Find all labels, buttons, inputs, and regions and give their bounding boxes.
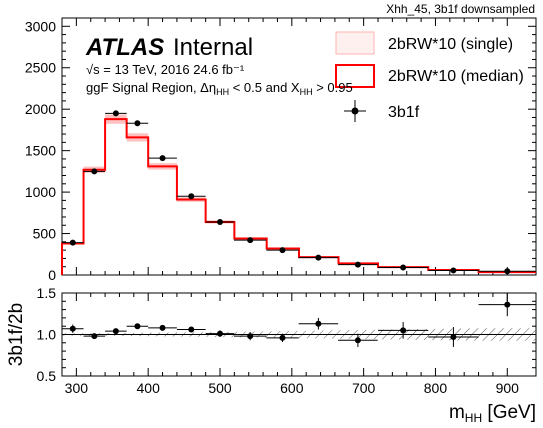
median-step-line [61, 118, 536, 275]
internal-label: Internal [173, 34, 253, 61]
data-point [69, 239, 76, 246]
y-tick-label: 0 [48, 267, 56, 283]
x-tick-label: 500 [208, 380, 232, 396]
ratio-point [279, 334, 286, 341]
x-tick-label: 600 [280, 380, 304, 396]
ratio-panel: 300 400 500 600 700 800 900 0.5 1.0 1.5 3b1f/2b mHH… [6, 285, 537, 425]
data-point [217, 218, 223, 225]
legend-label-data: 3b1f [388, 104, 420, 121]
data-point [504, 268, 511, 275]
ratio-point [112, 328, 119, 335]
y-tick-label: 500 [33, 226, 57, 242]
data-point [400, 264, 407, 271]
data-point [279, 247, 286, 254]
legend-swatch-single [335, 31, 375, 55]
x-axis-title: mHH [GeV] [449, 402, 536, 425]
ratio-point [354, 337, 361, 344]
ratio-point [450, 333, 457, 340]
y-tick-label: 1.0 [37, 327, 57, 343]
data-point [159, 155, 166, 162]
y-tick-label: 1000 [25, 184, 56, 200]
data-point [91, 168, 98, 175]
atlas-label: ATLAS [85, 34, 164, 61]
x-tick-label: 300 [65, 380, 89, 396]
main-panel: 0 500 1000 1500 2000 2500 3000 2bRW*10 (single)… [25, 17, 537, 283]
x-tick-label: 800 [424, 380, 448, 396]
ratio-point [69, 325, 76, 332]
legend-swatch-median [335, 64, 375, 88]
ratio-point [400, 327, 407, 334]
data-point [354, 261, 361, 268]
legend: 2bRW*10 (single) 2bRW*10 (median) 3b1f [335, 31, 524, 122]
y-tick-label: 1500 [25, 143, 56, 159]
figure-note: Xhh_45, 3b1f downsampled [386, 2, 535, 16]
ratio-point [217, 330, 223, 337]
x-tick-label: 700 [352, 380, 376, 396]
ratio-point [247, 333, 254, 340]
data-point [315, 254, 322, 261]
x-tick-label: 400 [137, 380, 161, 396]
ratio-point [134, 323, 141, 330]
main-frame [61, 17, 537, 276]
ratio-point [91, 333, 98, 340]
x-tick-label: 900 [496, 380, 520, 396]
legend-swatch-data-point [351, 107, 359, 115]
y-tick-label: 0.5 [37, 368, 57, 384]
ratio-point [315, 320, 322, 327]
y-tick-label: 1.5 [37, 285, 57, 301]
y-tick-label: 2500 [25, 60, 56, 76]
region-line: ggF Signal Region, ΔηHH < 0.5 and XHH > … [86, 80, 353, 97]
y-tick-label: 3000 [25, 18, 56, 34]
data-point [112, 110, 119, 117]
ratio-point [159, 324, 166, 331]
data-point [188, 193, 195, 200]
ratio-y-axis-title: 3b1f/2b [6, 303, 27, 366]
y-tick-label: 2000 [25, 101, 56, 117]
ratio-point [504, 301, 511, 308]
legend-label-median: 2bRW*10 (median) [388, 68, 524, 85]
energy-line: √s = 13 TeV, 2016 24.6 fb⁻¹ [86, 62, 245, 77]
data-point [450, 267, 457, 274]
data-point [247, 237, 254, 244]
data-point [134, 120, 141, 127]
ratio-point [188, 326, 195, 333]
legend-label-single: 2bRW*10 (single) [388, 36, 513, 53]
